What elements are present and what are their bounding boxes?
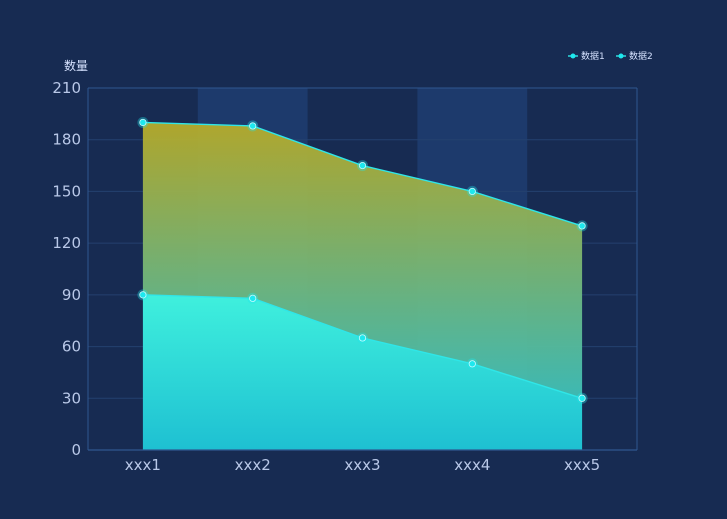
data-point-s1-xxx4[interactable] bbox=[469, 188, 475, 194]
legend-label-2: 数据2 bbox=[629, 50, 653, 62]
legend-swatch-dot bbox=[571, 54, 576, 59]
x-tick-label-xxx2: xxx2 bbox=[235, 456, 271, 474]
data-point-s2-xxx3[interactable] bbox=[359, 335, 365, 341]
legend: 数据1 数据2 bbox=[568, 50, 653, 62]
legend-label-1: 数据1 bbox=[581, 50, 605, 62]
legend-swatch-dot bbox=[619, 54, 624, 59]
data-point-s1-xxx3[interactable] bbox=[359, 162, 365, 168]
y-tick-label-90: 90 bbox=[62, 286, 81, 304]
y-tick-label-0: 0 bbox=[71, 441, 81, 459]
y-tick-label-60: 60 bbox=[62, 338, 81, 356]
y-tick-label-120: 120 bbox=[52, 234, 81, 252]
x-tick-label-xxx4: xxx4 bbox=[454, 456, 490, 474]
y-tick-label-210: 210 bbox=[52, 79, 81, 97]
legend-item-1[interactable]: 数据1 bbox=[568, 50, 605, 62]
data-point-s1-xxx5[interactable] bbox=[579, 223, 585, 229]
data-point-s1-xxx2[interactable] bbox=[250, 123, 256, 129]
y-tick-label-150: 150 bbox=[52, 182, 81, 200]
x-tick-label-xxx3: xxx3 bbox=[344, 456, 380, 474]
x-tick-label-xxx1: xxx1 bbox=[125, 456, 161, 474]
y-tick-label-30: 30 bbox=[62, 389, 81, 407]
data-point-s2-xxx5[interactable] bbox=[579, 395, 585, 401]
x-tick-label-xxx5: xxx5 bbox=[564, 456, 600, 474]
legend-item-2[interactable]: 数据2 bbox=[616, 50, 653, 62]
y-tick-label-180: 180 bbox=[52, 131, 81, 149]
data-point-s1-xxx1[interactable] bbox=[140, 119, 146, 125]
data-point-s2-xxx4[interactable] bbox=[469, 361, 475, 367]
data-point-s2-xxx1[interactable] bbox=[140, 292, 146, 298]
data-point-s2-xxx2[interactable] bbox=[250, 295, 256, 301]
y-axis-title: 数量 bbox=[64, 58, 88, 73]
